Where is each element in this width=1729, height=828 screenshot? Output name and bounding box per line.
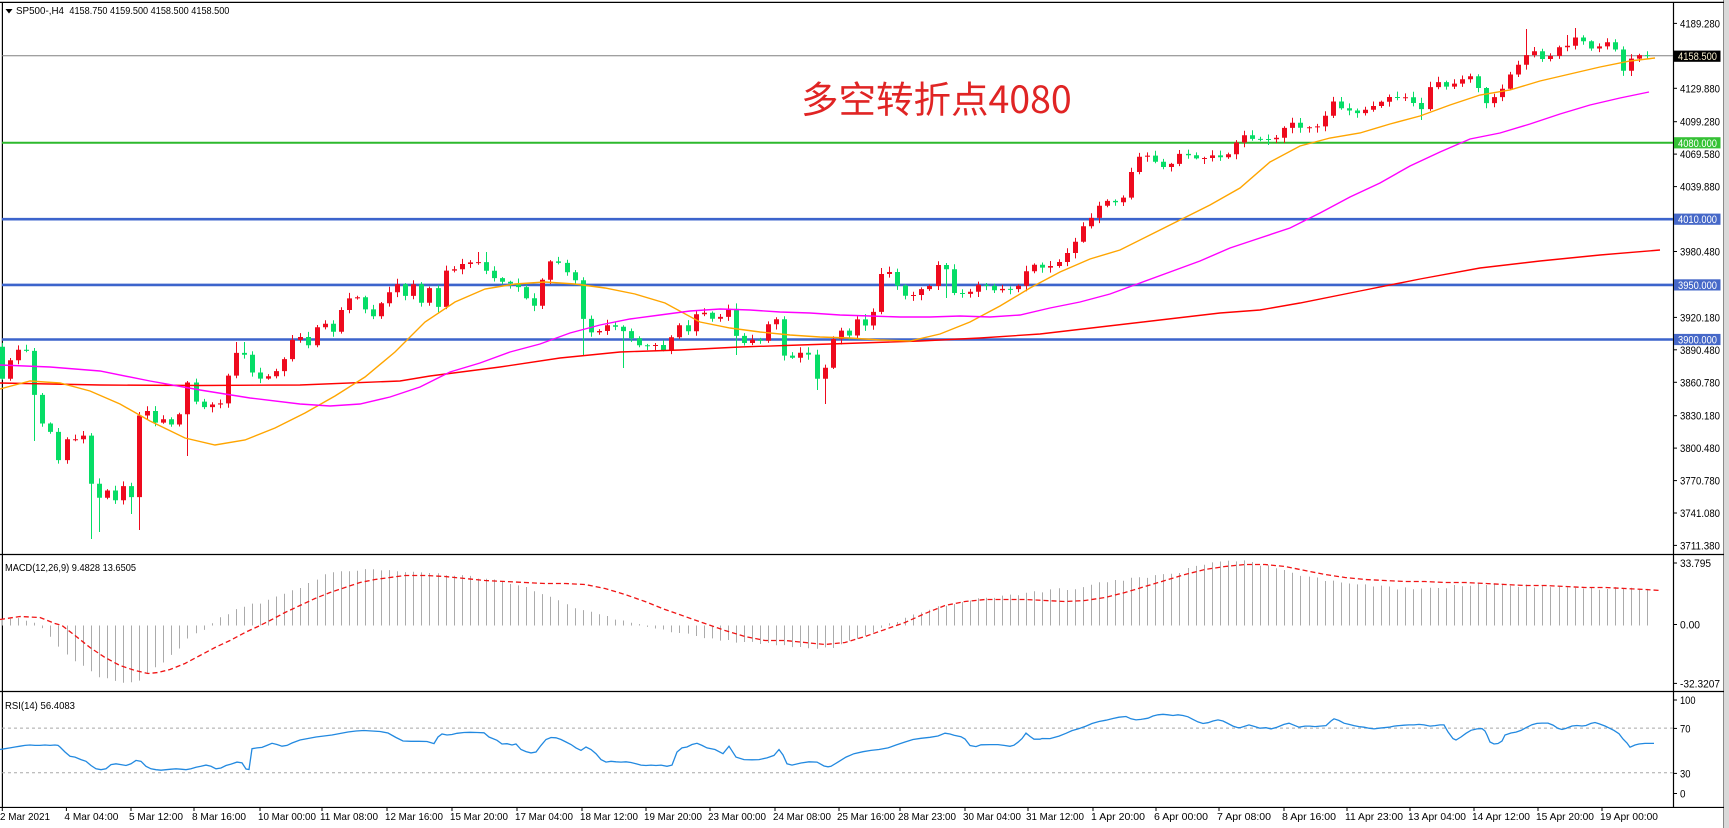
svg-text:4099.280: 4099.280 — [1680, 117, 1720, 129]
svg-text:-32.3207: -32.3207 — [1680, 678, 1720, 690]
svg-text:3770.780: 3770.780 — [1680, 476, 1720, 488]
svg-text:12 Mar 16:00: 12 Mar 16:00 — [385, 811, 443, 823]
svg-text:1 Apr 20:00: 1 Apr 20:00 — [1091, 811, 1145, 823]
svg-text:RSI(14) 56.4083: RSI(14) 56.4083 — [5, 700, 75, 712]
svg-text:0.00: 0.00 — [1680, 620, 1700, 632]
svg-text:3890.480: 3890.480 — [1680, 345, 1720, 357]
svg-text:8 Apr 16:00: 8 Apr 16:00 — [1282, 811, 1336, 823]
svg-text:33.795: 33.795 — [1680, 558, 1711, 570]
svg-text:4069.580: 4069.580 — [1680, 149, 1720, 161]
svg-text:31 Mar 12:00: 31 Mar 12:00 — [1026, 811, 1084, 823]
svg-text:5 Mar 12:00: 5 Mar 12:00 — [129, 811, 183, 823]
svg-text:30: 30 — [1680, 768, 1691, 780]
svg-text:11 Apr 23:00: 11 Apr 23:00 — [1345, 811, 1403, 823]
svg-text:MACD(12,26,9) 9.4828 13.6505: MACD(12,26,9) 9.4828 13.6505 — [5, 562, 136, 574]
svg-text:23 Mar 00:00: 23 Mar 00:00 — [708, 811, 766, 823]
svg-text:14 Apr 12:00: 14 Apr 12:00 — [1472, 811, 1530, 823]
svg-text:2 Mar 2021: 2 Mar 2021 — [0, 811, 50, 823]
svg-text:24 Mar 08:00: 24 Mar 08:00 — [773, 811, 831, 823]
svg-text:0: 0 — [1680, 789, 1686, 801]
svg-text:3900.000: 3900.000 — [1678, 335, 1717, 347]
svg-text:4129.880: 4129.880 — [1680, 83, 1720, 95]
svg-text:19 Apr 00:00: 19 Apr 00:00 — [1600, 811, 1658, 823]
svg-text:18 Mar 12:00: 18 Mar 12:00 — [580, 811, 638, 823]
svg-text:4080.000: 4080.000 — [1678, 138, 1717, 150]
svg-text:28 Mar 23:00: 28 Mar 23:00 — [898, 811, 956, 823]
svg-text:10 Mar 00:00: 10 Mar 00:00 — [258, 811, 316, 823]
svg-text:7 Apr 08:00: 7 Apr 08:00 — [1217, 811, 1271, 823]
svg-text:4010.000: 4010.000 — [1678, 214, 1717, 226]
svg-text:4039.880: 4039.880 — [1680, 182, 1720, 194]
svg-text:3741.080: 3741.080 — [1680, 508, 1720, 520]
svg-text:17 Mar 04:00: 17 Mar 04:00 — [515, 811, 573, 823]
svg-text:3860.780: 3860.780 — [1680, 377, 1720, 389]
svg-text:15 Apr 20:00: 15 Apr 20:00 — [1536, 811, 1594, 823]
svg-text:70: 70 — [1680, 723, 1691, 735]
svg-text:8 Mar 16:00: 8 Mar 16:00 — [192, 811, 246, 823]
svg-text:3830.180: 3830.180 — [1680, 411, 1720, 423]
svg-text:4158.500: 4158.500 — [1678, 51, 1717, 63]
svg-text:4189.280: 4189.280 — [1680, 18, 1720, 30]
svg-text:15 Mar 20:00: 15 Mar 20:00 — [450, 811, 508, 823]
svg-text:13 Apr 04:00: 13 Apr 04:00 — [1408, 811, 1466, 823]
svg-text:3920.180: 3920.180 — [1680, 312, 1720, 324]
svg-text:30 Mar 04:00: 30 Mar 04:00 — [963, 811, 1021, 823]
svg-text:3800.480: 3800.480 — [1680, 443, 1720, 455]
svg-text:SP500-,H4: SP500-,H4 — [16, 5, 64, 17]
svg-text:3711.380: 3711.380 — [1680, 540, 1720, 552]
svg-text:3980.480: 3980.480 — [1680, 247, 1720, 259]
svg-text:19 Mar 20:00: 19 Mar 20:00 — [644, 811, 702, 823]
svg-text:6 Apr 00:00: 6 Apr 00:00 — [1154, 811, 1208, 823]
svg-text:100: 100 — [1680, 695, 1696, 707]
svg-text:4158.750 4159.500 4158.500 415: 4158.750 4159.500 4158.500 4158.500 — [69, 5, 229, 17]
svg-text:3950.000: 3950.000 — [1678, 280, 1717, 292]
svg-text:4 Mar 04:00: 4 Mar 04:00 — [64, 811, 118, 823]
svg-text:25 Mar 16:00: 25 Mar 16:00 — [837, 811, 895, 823]
svg-text:11 Mar 08:00: 11 Mar 08:00 — [320, 811, 378, 823]
